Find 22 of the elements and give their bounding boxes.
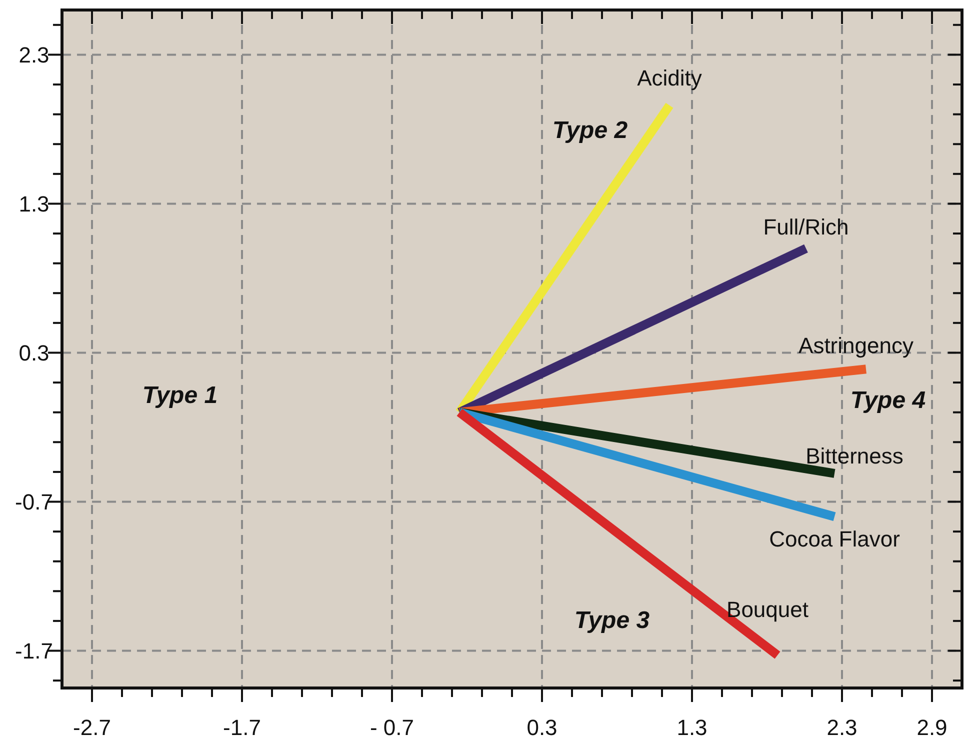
x-tick-label: - 0.7 [370,715,414,740]
y-tick-label: -1.7 [15,638,53,664]
annotation: Type 3 [574,607,650,634]
series-label: Acidity [637,65,702,90]
y-tick-label: 0.3 [18,340,50,366]
series-label: Astringency [798,333,914,358]
x-tick-label: 0.3 [526,715,558,740]
annotation: Type 1 [142,382,218,409]
x-tick-label: -1.7 [223,715,261,740]
series-label: Cocoa Flavor [769,526,900,552]
x-tick-label: 1.3 [676,715,708,740]
y-tick-label: -0.7 [15,490,53,515]
y-tick-label: 2.3 [18,42,50,68]
x-tick-label: -2.7 [73,715,111,740]
series-label: Full/Rich [763,214,849,240]
y-tick-label: 1.3 [18,192,50,217]
series-label: Bouquet [726,597,808,622]
annotation: Type 2 [552,117,628,144]
annotation: Type 4 [850,387,926,414]
series-label: Bitterness [806,443,904,468]
x-tick-label: 2.9 [916,715,948,740]
x-tick-label: 2.3 [826,715,858,740]
